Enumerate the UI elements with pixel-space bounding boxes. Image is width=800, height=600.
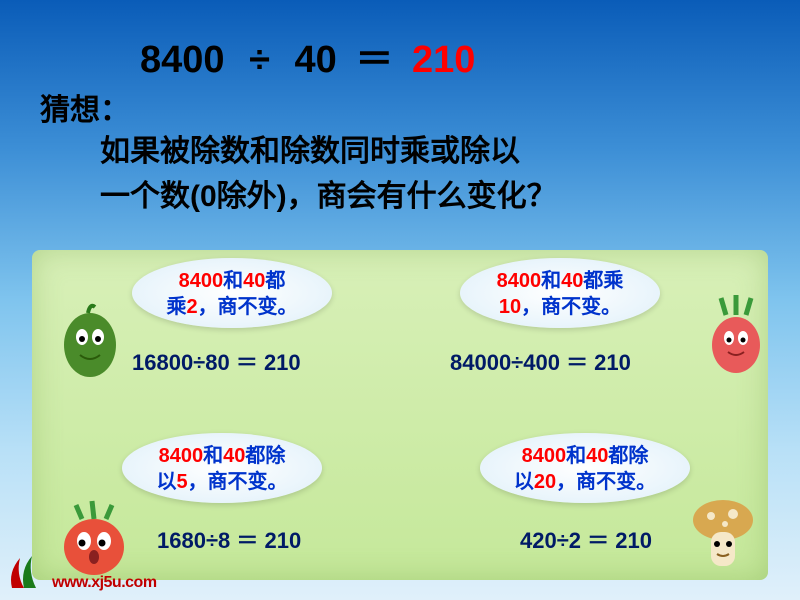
example-cell-2: 8400和40都乘10，商不变。 84000÷400 ＝ 210 — [400, 250, 768, 415]
examples-panel: 8400和40都乘2，商不变。 16800÷80 ＝ 210 8400和40都乘… — [32, 250, 768, 580]
header-section: 8400 ÷ 40 ＝ 210 猜想： 如果被除数和除数同时乘或除以 一个数(0… — [0, 0, 800, 229]
formula-2: 84000÷400 ＝ 210 — [450, 345, 631, 377]
bubble-2: 8400和40都乘10，商不变。 — [460, 258, 660, 328]
bubble-1: 8400和40都乘2，商不变。 — [132, 258, 332, 328]
main-equation: 8400 ÷ 40 ＝ 210 — [40, 28, 760, 83]
logo-text: www.xj5u.com — [52, 574, 157, 592]
mushroom-character — [683, 488, 763, 578]
equals: ＝ — [347, 39, 401, 81]
example-cell-4: 8400和40都除以20，商不变。 420÷2 ＝ 210 — [400, 415, 768, 580]
result: 210 — [412, 39, 475, 81]
example-cell-1: 8400和40都乘2，商不变。 16800÷80 ＝ 210 — [32, 250, 400, 415]
formula-4: 420÷2 ＝ 210 — [520, 523, 652, 555]
formula-1: 16800÷80 ＝ 210 — [132, 345, 301, 377]
radish-character — [696, 290, 776, 380]
divisor: 40 — [295, 39, 337, 81]
divide-op: ÷ — [235, 39, 284, 81]
logo-icon — [6, 552, 48, 594]
site-logo: www.xj5u.com — [6, 552, 157, 594]
formula-3: 1680÷8 ＝ 210 — [157, 523, 301, 555]
conj-line1: 如果被除数和除数同时乘或除以 — [40, 135, 520, 168]
bubble-3: 8400和40都除以5，商不变。 — [122, 433, 322, 503]
pepper-character — [50, 295, 130, 385]
bubble-4: 8400和40都除以20，商不变。 — [480, 433, 690, 503]
conjecture-label: 猜想： — [40, 85, 760, 129]
conjecture-text: 如果被除数和除数同时乘或除以 一个数(0除外)，商会有什么变化？ — [40, 129, 760, 219]
conj-line2: 一个数(0除外)，商会有什么变化？ — [100, 180, 557, 213]
dividend: 8400 — [140, 39, 225, 81]
